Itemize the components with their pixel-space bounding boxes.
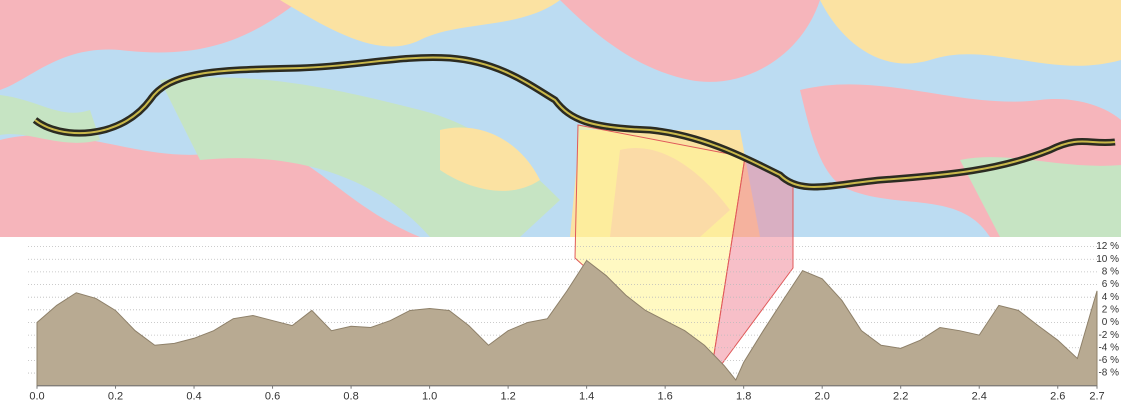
x-tick-label: 2.0 xyxy=(815,391,830,403)
x-tick-label: 0.2 xyxy=(108,391,123,403)
x-tick-label: 1.2 xyxy=(500,391,515,403)
x-tick-label: 1.8 xyxy=(736,391,751,403)
y-tick-label: -2 % xyxy=(1098,330,1119,341)
y-tick-label: 4 % xyxy=(1102,292,1119,303)
slope-area xyxy=(36,259,1098,387)
x-tick-label: 1.6 xyxy=(657,391,672,403)
route xyxy=(32,54,1116,191)
x-tick-label: 2.7 xyxy=(1089,391,1104,403)
y-tick-label: 6 % xyxy=(1102,279,1119,290)
y-tick-label: -8 % xyxy=(1098,368,1119,379)
x-tick-label: 0.6 xyxy=(265,391,280,403)
y-tick-label: -4 % xyxy=(1098,342,1119,353)
y-tick-label: -6 % xyxy=(1098,355,1119,366)
x-tick-label: 2.2 xyxy=(893,391,908,403)
plot: 12 % 10 % 8 %6 % 4 %2 % 0 % -2 %-4 % -6 % -8 % 0… xyxy=(28,241,1119,403)
x-tick-label: 0.8 xyxy=(343,391,358,403)
x-tick-label: 1.4 xyxy=(579,391,594,403)
y-tick-label: 2 % xyxy=(1102,304,1119,315)
y-tick-label: 12 % xyxy=(1096,241,1119,252)
x-tick-label: 2.4 xyxy=(972,391,987,403)
y-tick-label: 10 % xyxy=(1096,254,1119,265)
x-tick-label: 0.4 xyxy=(186,391,201,403)
y-tick-label: 8 % xyxy=(1102,267,1119,278)
x-tick-label: 0.0 xyxy=(29,391,44,403)
x-tick-label: 2.6 xyxy=(1050,391,1065,403)
map xyxy=(0,0,1121,237)
x-tick-label: 1.0 xyxy=(422,391,437,403)
y-tick-label: 0 % xyxy=(1102,317,1119,328)
